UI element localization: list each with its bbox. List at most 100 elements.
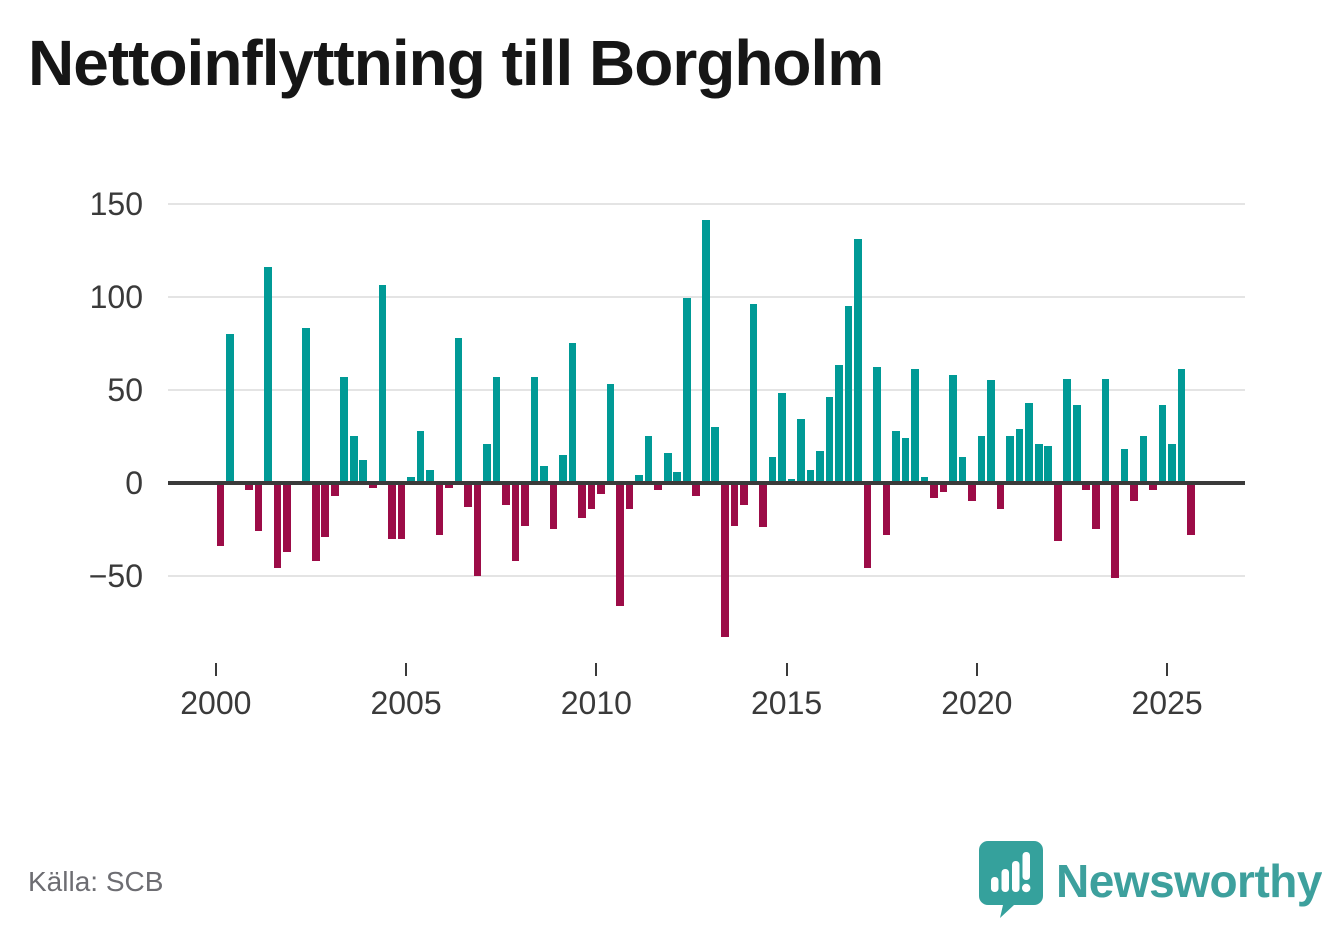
bar-2023Q4 <box>1120 449 1129 483</box>
bar-2002Q3 <box>311 482 320 561</box>
bar-2021Q1 <box>1015 428 1024 483</box>
bar-2012Q2 <box>682 298 691 483</box>
bar-2012Q1 <box>673 471 682 483</box>
x-tick-label-2025: 2025 <box>1131 685 1203 721</box>
bar-2009Q4 <box>587 482 596 509</box>
bar-2024Q4 <box>1158 404 1167 483</box>
bar-2006Q3 <box>464 482 472 507</box>
bar-2004Q1 <box>369 482 377 489</box>
bar-2000Q1 <box>216 482 225 547</box>
bar-2019Q2 <box>949 374 957 483</box>
bar-2016Q1 <box>825 397 834 483</box>
x-tick-2005 <box>405 663 408 676</box>
bar-2010Q2 <box>606 384 615 483</box>
y-tick-label-0: 0 <box>125 464 143 501</box>
bar-2001Q2 <box>264 266 272 483</box>
bar-2005Q3 <box>426 469 434 483</box>
chart-title: Nettoinflyttning till Borgholm <box>28 27 884 99</box>
bar-2025Q1 <box>1168 443 1176 483</box>
bar-2013Q1 <box>711 426 720 483</box>
zero-axis-line <box>168 480 1245 485</box>
bar-2004Q4 <box>397 482 406 539</box>
bar-2021Q3 <box>1034 443 1043 483</box>
bar-2011Q4 <box>663 453 672 483</box>
source-caption: Källa: SCB <box>28 866 164 897</box>
bar-2007Q2 <box>492 376 501 483</box>
bar-2013Q3 <box>730 482 739 526</box>
bar-2020Q1 <box>977 436 986 483</box>
bar-2017Q2 <box>873 367 881 483</box>
bar-2019Q4 <box>968 482 976 502</box>
bar-2000Q4 <box>245 482 253 491</box>
bar-2024Q2 <box>1139 436 1148 483</box>
bar-2007Q1 <box>483 443 491 483</box>
bar-2017Q1 <box>863 482 872 569</box>
bar-2021Q2 <box>1025 402 1033 483</box>
gridline--50 <box>168 574 1245 577</box>
bar-2012Q4 <box>701 220 710 483</box>
bar-2013Q4 <box>740 482 748 506</box>
bar-2010Q4 <box>625 482 634 509</box>
bar-2019Q1 <box>939 482 948 493</box>
bar-2001Q4 <box>283 482 291 552</box>
x-tick-label-2010: 2010 <box>560 685 632 721</box>
bar-2010Q3 <box>616 482 624 606</box>
bar-2014Q1 <box>749 304 758 483</box>
bar-2005Q4 <box>435 482 444 535</box>
bar-2010Q1 <box>597 482 605 494</box>
bar-2011Q3 <box>654 482 662 491</box>
bar-2015Q3 <box>806 469 815 483</box>
x-tick-2010 <box>595 663 598 676</box>
bar-2008Q4 <box>549 482 558 530</box>
x-tick-label-2015: 2015 <box>750 685 823 721</box>
bar-2006Q2 <box>454 337 463 483</box>
bar-2007Q3 <box>502 482 510 506</box>
bar-2018Q4 <box>930 482 938 498</box>
bar-2021Q4 <box>1044 445 1053 483</box>
bar-2001Q3 <box>273 482 282 569</box>
x-tick-label-2005: 2005 <box>370 685 442 721</box>
bar-2016Q4 <box>854 238 862 483</box>
x-tick-2025 <box>1166 663 1169 676</box>
bar-2022Q4 <box>1082 482 1091 491</box>
bar-2014Q2 <box>759 482 767 528</box>
bar-2024Q3 <box>1149 482 1157 491</box>
bar-2014Q3 <box>768 456 777 483</box>
bar-2008Q1 <box>521 482 529 526</box>
bar-2005Q2 <box>416 430 425 483</box>
bar-2012Q3 <box>692 482 701 496</box>
bar-2004Q2 <box>378 285 387 483</box>
bar-2001Q1 <box>254 482 263 532</box>
bar-2013Q2 <box>720 482 729 638</box>
bar-2024Q1 <box>1130 482 1138 502</box>
x-tick-2000 <box>214 663 217 676</box>
x-tick-label-2020: 2020 <box>941 685 1013 721</box>
bar-2003Q3 <box>349 436 358 483</box>
bar-2023Q3 <box>1111 482 1119 578</box>
bar-2002Q4 <box>321 482 330 537</box>
bar-2022Q3 <box>1072 404 1081 483</box>
bar-2009Q3 <box>578 482 586 519</box>
bar-2005Q1 <box>407 477 415 483</box>
bar-2003Q2 <box>340 376 349 483</box>
x-tick-2015 <box>785 663 788 676</box>
bar-2023Q2 <box>1101 378 1110 483</box>
x-tick-label-2000: 2000 <box>180 685 252 721</box>
bar-2018Q1 <box>901 438 910 483</box>
bar-2020Q3 <box>996 482 1005 509</box>
bar-2019Q3 <box>958 456 967 483</box>
bar-2006Q1 <box>445 482 453 489</box>
bar-2025Q2 <box>1177 369 1186 483</box>
bar-2008Q3 <box>540 466 548 483</box>
newsworthy-logo-icon <box>978 840 1044 923</box>
bar-2022Q2 <box>1063 378 1072 483</box>
bar-2009Q1 <box>559 454 567 483</box>
bar-2022Q1 <box>1053 482 1062 541</box>
bar-2023Q1 <box>1091 482 1100 530</box>
bar-2025Q3 <box>1187 482 1195 535</box>
bar-2015Q2 <box>797 419 805 483</box>
bar-2011Q1 <box>635 475 643 483</box>
bar-2003Q4 <box>359 460 368 483</box>
bar-2017Q3 <box>882 482 891 535</box>
